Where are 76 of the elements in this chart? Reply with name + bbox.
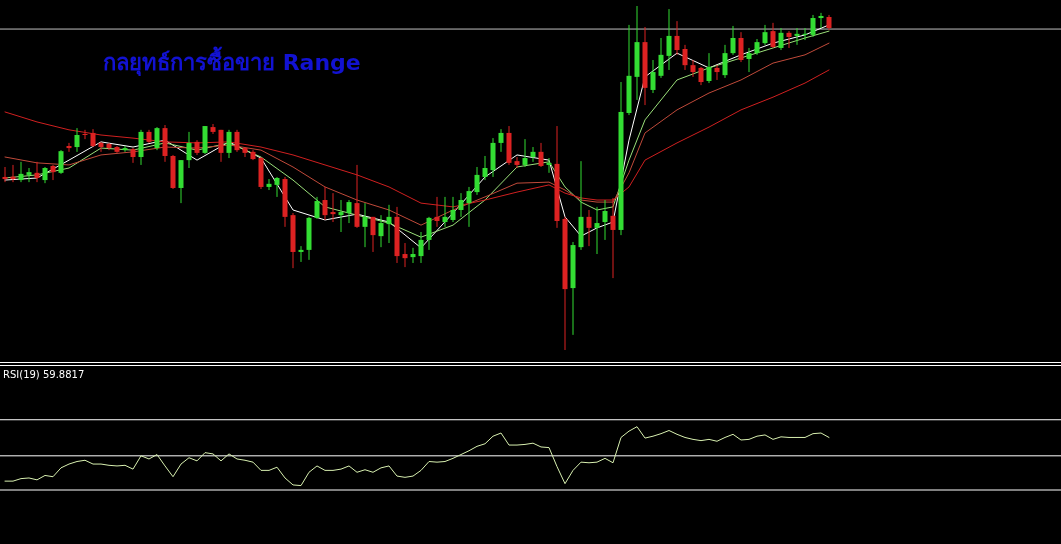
candlestick [26,167,32,183]
candlestick [82,129,88,140]
candlestick [546,157,552,174]
candlestick [690,59,696,78]
candlestick [786,30,792,49]
candlestick [218,129,224,163]
candlestick [674,20,680,56]
candlestick [266,178,272,191]
candlestick [602,199,608,241]
candlestick [362,202,368,248]
candlestick [794,27,800,46]
candlestick [130,147,136,164]
candlestick [154,126,160,151]
candlestick [442,196,448,228]
candlestick [650,59,656,94]
candlestick [98,141,104,153]
candlestick [474,166,480,196]
candlestick [2,166,8,183]
candlestick [186,131,192,169]
candlestick [226,129,232,159]
candlestick [458,192,464,218]
candlestick [770,22,776,49]
candlestick [466,186,472,228]
candlestick [522,138,528,168]
candlestick [346,199,352,224]
candlestick [330,192,336,223]
candlestick [434,196,440,228]
candlestick [698,66,704,86]
candlestick [762,24,768,46]
candlestick [514,156,520,169]
candlestick [338,199,344,233]
candlestick [722,44,728,79]
candlestick [386,204,392,244]
candlestick [706,52,712,84]
candlestick [298,245,304,263]
candlestick [58,149,64,175]
text: กลยุทธ์การซื้อขาย Range [103,46,361,77]
candlestick [802,27,808,41]
candlestick [810,14,816,38]
candlestick [738,31,744,63]
candlestick [210,123,216,135]
candlestick [538,142,544,168]
candlestick [658,37,664,79]
candlestick [610,197,616,279]
candlestick [122,145,128,153]
candlestick [274,176,280,198]
candlestick [354,164,360,229]
candlestick [234,129,240,153]
candlestick [66,142,72,153]
candlestick [450,196,456,223]
candlestick [426,216,432,251]
candlestick [418,231,424,264]
candlestick [530,146,536,163]
candlestick [242,146,248,158]
candlestick [34,161,40,183]
candlestick [730,25,736,56]
candlestick [74,127,80,153]
candlestick [586,209,592,247]
candlestick [378,214,384,248]
candlestick [594,206,600,255]
candlestick [498,128,504,153]
candlestick [682,44,688,71]
candlestick [50,164,56,181]
candlestick [714,64,720,81]
candlestick [18,161,24,183]
chart-title: RSI(19) 59.8817 [3,369,85,380]
candlestick [746,47,752,73]
candlestick [402,242,408,268]
candlestick [322,186,328,221]
candlestick [314,196,320,220]
candlestick [666,8,672,71]
candlestick [410,247,416,264]
candlestick [818,12,824,29]
candlestick [778,27,784,51]
candlestick [482,155,488,181]
candlestick [370,216,376,253]
